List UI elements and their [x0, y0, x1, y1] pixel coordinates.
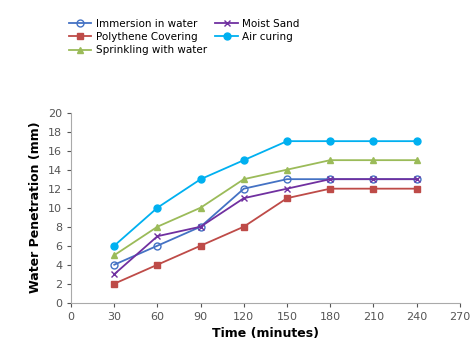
- Air curing: [284, 139, 290, 143]
- Immersion in water: [414, 177, 419, 181]
- Moist Sand: [198, 225, 203, 229]
- Sprinkling with water: [241, 177, 246, 181]
- Line: Air curing: Air curing: [111, 138, 420, 249]
- Air curing: [328, 139, 333, 143]
- Line: Sprinkling with water: Sprinkling with water: [111, 157, 420, 259]
- Polythene Covering: [328, 187, 333, 191]
- Immersion in water: [284, 177, 290, 181]
- Line: Polythene Covering: Polythene Covering: [111, 185, 420, 287]
- Sprinkling with water: [414, 158, 419, 162]
- Sprinkling with water: [284, 168, 290, 172]
- Immersion in water: [371, 177, 376, 181]
- Line: Moist Sand: Moist Sand: [111, 176, 420, 278]
- Sprinkling with water: [371, 158, 376, 162]
- Air curing: [414, 139, 419, 143]
- Line: Immersion in water: Immersion in water: [111, 176, 420, 268]
- Polythene Covering: [241, 225, 246, 229]
- Immersion in water: [198, 225, 203, 229]
- Immersion in water: [328, 177, 333, 181]
- Y-axis label: Water Penetration (mm): Water Penetration (mm): [29, 122, 42, 294]
- Moist Sand: [241, 196, 246, 200]
- Air curing: [111, 244, 117, 248]
- Moist Sand: [155, 234, 160, 238]
- Polythene Covering: [111, 282, 117, 286]
- Air curing: [198, 177, 203, 181]
- Immersion in water: [111, 263, 117, 267]
- Polythene Covering: [371, 187, 376, 191]
- Moist Sand: [284, 187, 290, 191]
- Polythene Covering: [198, 244, 203, 248]
- Air curing: [371, 139, 376, 143]
- Moist Sand: [111, 272, 117, 276]
- Sprinkling with water: [198, 206, 203, 210]
- Immersion in water: [241, 187, 246, 191]
- Moist Sand: [371, 177, 376, 181]
- Legend: Immersion in water, Polythene Covering, Sprinkling with water, Moist Sand, Air c: Immersion in water, Polythene Covering, …: [69, 19, 300, 55]
- Immersion in water: [155, 244, 160, 248]
- Polythene Covering: [284, 196, 290, 200]
- Polythene Covering: [414, 187, 419, 191]
- Air curing: [241, 158, 246, 162]
- Sprinkling with water: [328, 158, 333, 162]
- Moist Sand: [414, 177, 419, 181]
- Air curing: [155, 206, 160, 210]
- Polythene Covering: [155, 263, 160, 267]
- X-axis label: Time (minutes): Time (minutes): [212, 327, 319, 340]
- Sprinkling with water: [111, 253, 117, 257]
- Sprinkling with water: [155, 225, 160, 229]
- Moist Sand: [328, 177, 333, 181]
